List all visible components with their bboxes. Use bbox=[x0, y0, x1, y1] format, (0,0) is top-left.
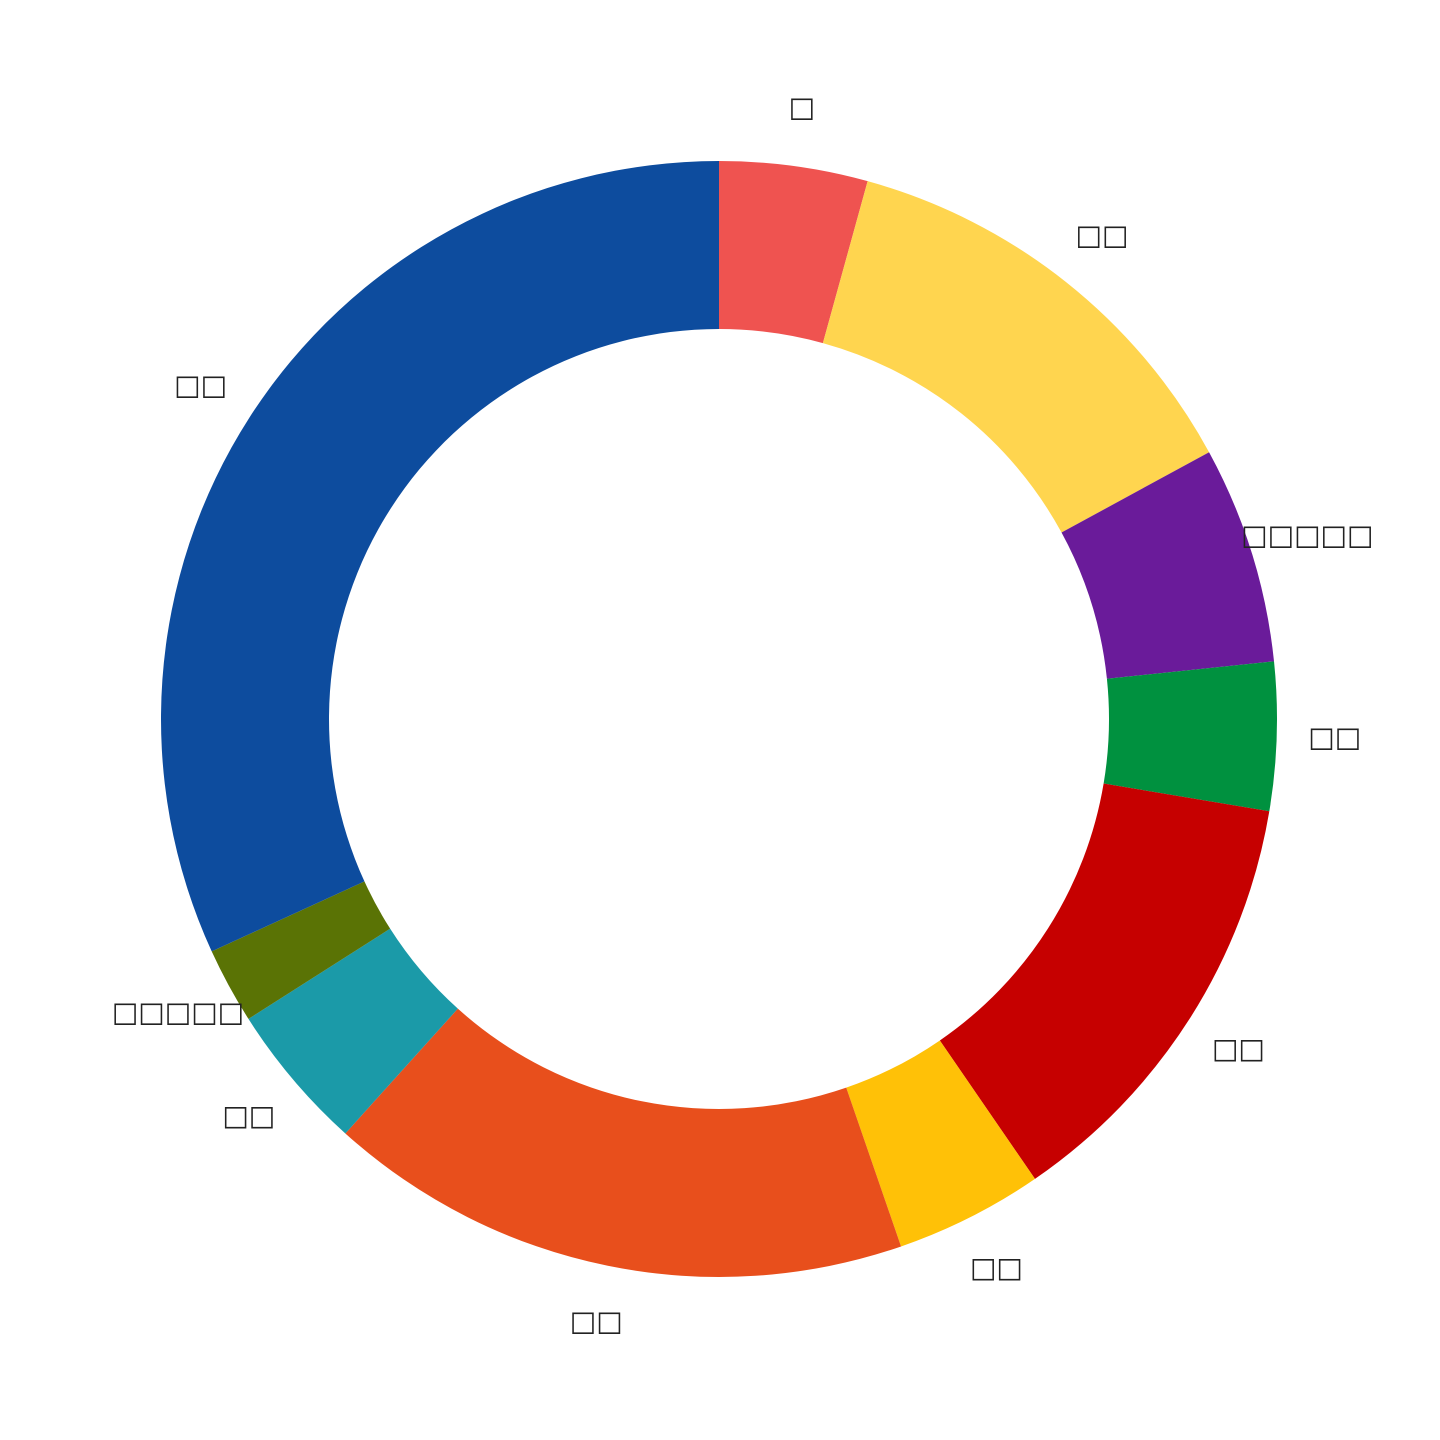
segment-label: □□□□□ bbox=[1241, 518, 1373, 551]
segment-label: □□□□□ bbox=[112, 996, 244, 1029]
segment-label: □□ bbox=[570, 1305, 623, 1338]
segment-label: □□ bbox=[1212, 1032, 1265, 1065]
donut-segment bbox=[846, 1040, 1035, 1247]
segment-label: □□ bbox=[970, 1251, 1023, 1284]
donut-segment bbox=[160, 161, 719, 952]
segment-label: □□ bbox=[174, 368, 227, 401]
segment-label: □□ bbox=[222, 1099, 275, 1132]
segment-label: □□ bbox=[1076, 219, 1129, 252]
donut-segment bbox=[248, 928, 458, 1134]
segment-label: □□ bbox=[1308, 720, 1361, 753]
segment-label: □ bbox=[789, 91, 815, 124]
donut-segment bbox=[1103, 661, 1277, 812]
donut-segment bbox=[822, 181, 1210, 533]
donut-segment bbox=[719, 161, 868, 344]
donut-segment bbox=[345, 1008, 902, 1277]
donut-segment bbox=[1061, 452, 1275, 679]
donut-segment bbox=[939, 783, 1270, 1179]
donut-segment bbox=[211, 881, 391, 1019]
